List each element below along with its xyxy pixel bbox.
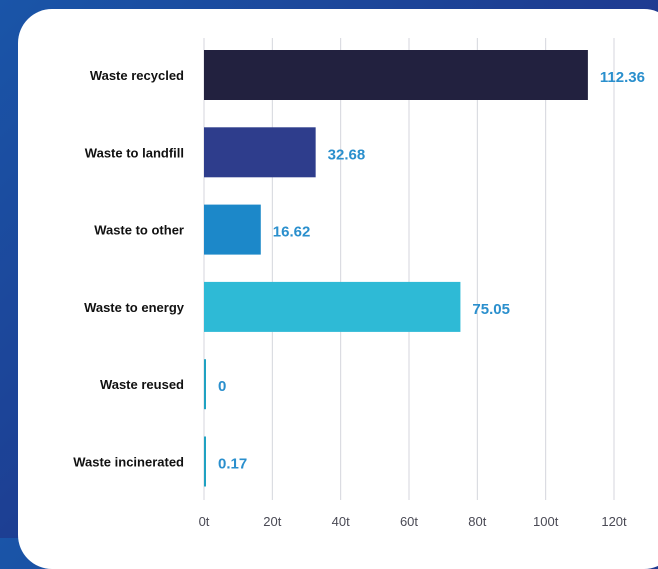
category-label: Waste incinerated: [73, 455, 184, 470]
x-tick-label: 80t: [468, 514, 486, 529]
category-label: Waste reused: [100, 377, 184, 392]
category-label: Waste to landfill: [85, 145, 184, 160]
category-label: Waste to other: [94, 223, 184, 238]
bar: [204, 204, 261, 255]
data-label: 112.36: [600, 69, 645, 86]
data-label: 32.68: [328, 146, 366, 163]
category-label: Waste recycled: [90, 68, 184, 83]
x-tick-label: 60t: [400, 514, 418, 529]
bar: [204, 436, 206, 487]
bar-chart: 0t 20t 40t 60t 80t 100t 120t Waste recycled 112.…: [73, 38, 645, 529]
x-tick-label: 20t: [263, 514, 281, 529]
bar: [204, 359, 206, 410]
bar: [204, 50, 588, 100]
category-label: Waste to energy: [84, 300, 185, 315]
x-tick-label: 100t: [533, 514, 559, 529]
data-label: 16.62: [273, 224, 311, 241]
data-label: 0: [218, 378, 226, 395]
data-label: 75.05: [472, 301, 510, 318]
x-tick-label: 0t: [199, 514, 210, 529]
x-tick-label: 120t: [601, 514, 627, 529]
bar: [204, 281, 461, 332]
x-tick-label: 40t: [332, 514, 350, 529]
bar: [204, 127, 316, 178]
data-label: 0.17: [218, 456, 247, 473]
